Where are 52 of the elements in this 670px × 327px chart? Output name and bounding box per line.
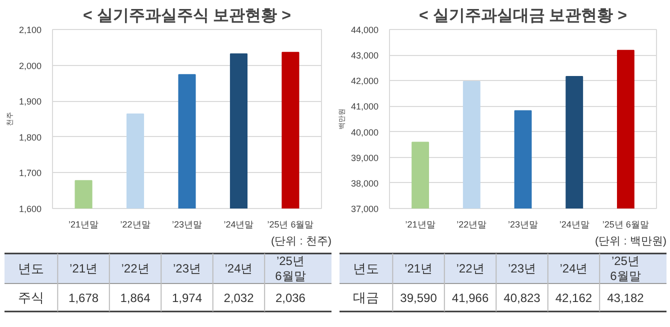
y-tick-label: 43,000 <box>350 50 379 61</box>
text: ’21년 <box>404 262 433 276</box>
data-label: 40,823 <box>504 291 541 305</box>
y-tick-label: 40,000 <box>350 127 379 138</box>
y-tick-label: 1,900 <box>18 96 42 107</box>
x-tick-label: ’22년말 <box>120 220 150 230</box>
data-label: 42,162 <box>555 291 592 305</box>
text: ’25년 6월말 <box>610 254 641 284</box>
y-tick-label: 1,600 <box>18 204 42 214</box>
x-tick-label: ’25년 6월말 <box>602 220 649 230</box>
y-tick-label: 44,000 <box>350 25 379 35</box>
text: ’23년 <box>172 262 202 276</box>
x-tick-label: ’24년말 <box>559 220 590 230</box>
data-label: 2,032 <box>224 291 254 305</box>
data-label: 39,590 <box>400 291 438 305</box>
y-tick-label: 2,000 <box>18 60 42 71</box>
data-label: 1,974 <box>172 291 202 305</box>
data-label: 1,864 <box>120 291 151 305</box>
y-tick-label: 41,000 <box>350 102 379 112</box>
text: ’21년 <box>70 262 98 276</box>
text: 년도 <box>353 261 380 276</box>
data-label: 2,036 <box>275 291 306 305</box>
data-label: 43,182 <box>607 291 644 305</box>
chart-title: < 실기주과실주식 보관현황 > <box>82 8 292 24</box>
text: (단위 : 천주) <box>271 236 332 248</box>
text: ’24년 <box>224 262 253 276</box>
text: (단위 : 백만원) <box>595 236 667 248</box>
y-tick-label: 1,700 <box>18 168 42 178</box>
y-tick-label: 37,000 <box>350 204 379 214</box>
text: 년도 <box>18 261 44 276</box>
text: 주식 <box>18 290 44 305</box>
y-tick-label: 42,000 <box>350 76 379 86</box>
data-label: 1,678 <box>68 291 99 305</box>
y-tick-label: 39,000 <box>350 152 379 163</box>
y-tick-label: 2,100 <box>18 25 42 35</box>
x-tick-label: ’23년말 <box>172 220 202 230</box>
x-tick-label: ’23년말 <box>508 220 538 230</box>
x-tick-label: ’22년말 <box>456 220 487 230</box>
data-label: 41,966 <box>452 291 489 305</box>
y-tick-label: 1,800 <box>18 132 42 142</box>
text: ’23년 <box>508 262 536 276</box>
text: ’22년 <box>121 262 150 276</box>
y-tick-label: 38,000 <box>350 178 379 188</box>
text: ’22년 <box>456 262 484 276</box>
chart-title: < 실기주과실대금 보관현황 > <box>418 8 628 24</box>
text: ’24년 <box>560 262 588 276</box>
x-tick-label: ’25년 6월말 <box>267 220 314 230</box>
x-tick-label: ’24년말 <box>224 220 254 230</box>
x-tick-label: ’21년말 <box>405 220 436 230</box>
text: 대금 <box>353 290 380 305</box>
x-tick-label: ’21년말 <box>68 220 99 230</box>
text: ’25년 6월말 <box>275 254 306 284</box>
